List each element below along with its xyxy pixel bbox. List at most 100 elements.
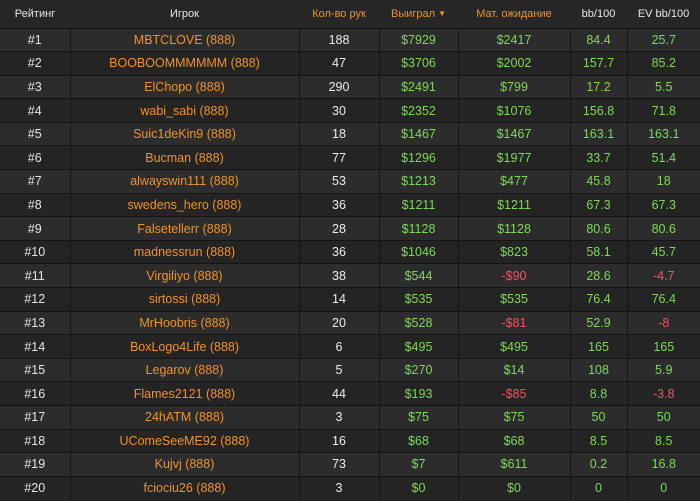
rank-cell: #4: [0, 98, 71, 123]
table-row: #19 Kujvj (888) 73 $7 $611 0.2 16.8: [0, 452, 700, 477]
hands-cell: 77: [299, 145, 380, 170]
bb100-cell: 58.1: [570, 240, 628, 264]
table-row: #8 swedens_hero (888) 36 $1211 $1211 67.3 67.3: [0, 193, 700, 217]
player-name-link[interactable]: Bucman (888): [70, 145, 300, 170]
player-name-link[interactable]: Falsetellerr (888): [70, 216, 300, 241]
ev-cell: $68: [458, 429, 571, 453]
player-name-link[interactable]: MrHoobris (888): [70, 311, 300, 335]
table-row: #12 sirtossi (888) 14 $535 $535 76.4 76.4: [0, 287, 700, 312]
won-cell: $1467: [379, 122, 459, 146]
hands-cell: 5: [299, 358, 380, 382]
table-row: #5 Suic1deKin9 (888) 18 $1467 $1467 163.1 163.…: [0, 122, 700, 146]
table-row: #18 UComeSeeME92 (888) 16 $68 $68 8.5 8.5: [0, 429, 700, 453]
won-cell: $3706: [379, 51, 459, 76]
rank-cell: #15: [0, 358, 71, 382]
bb100-column-header[interactable]: bb/100: [581, 7, 616, 20]
player-name-link[interactable]: Flames2121 (888): [70, 381, 300, 406]
rank-cell: #18: [0, 429, 71, 453]
player-column-header[interactable]: Игрок: [170, 7, 199, 20]
rank-cell: #5: [0, 122, 71, 146]
hands-cell: 53: [299, 169, 380, 194]
bb100-cell: 157.7: [570, 51, 628, 76]
player-name-link[interactable]: Legarov (888): [70, 358, 300, 382]
ev-cell: $823: [458, 240, 571, 264]
hands-cell: 14: [299, 287, 380, 312]
evbb100-cell: 0: [660, 481, 668, 496]
rank-cell: #6: [0, 145, 71, 170]
table-row: #1 MBTCLOVE (888) 188 $7929 $2417 84.4 25.7: [0, 28, 700, 52]
bb100-cell: 8.8: [570, 381, 628, 406]
ev-cell: $477: [458, 169, 571, 194]
player-name-link[interactable]: Virgiliyo (888): [70, 263, 300, 288]
sort-descending-icon: ▼: [438, 8, 446, 18]
bb100-cell: 0: [570, 476, 628, 500]
won-cell: $193: [379, 381, 459, 406]
hands-cell: 20: [299, 311, 380, 335]
rank-cell: #14: [0, 334, 71, 359]
evbb100-cell: 76.4: [651, 292, 676, 307]
table-row: #3 ElChopo (888) 290 $2491 $799 17.2 5.5: [0, 75, 700, 99]
hands-cell: 47: [299, 51, 380, 76]
bb100-cell: 165: [570, 334, 628, 359]
hands-cell: 36: [299, 240, 380, 264]
player-name-link[interactable]: Suic1deKin9 (888): [70, 122, 300, 146]
player-name-link[interactable]: swedens_hero (888): [70, 193, 300, 217]
player-name-link[interactable]: ElChopo (888): [70, 75, 300, 99]
player-name-link[interactable]: Kujvj (888): [70, 452, 300, 477]
player-name-link[interactable]: BoxLogo4Life (888): [70, 334, 300, 359]
hands-cell: 6: [299, 334, 380, 359]
rank-column-header[interactable]: Рейтинг: [14, 7, 56, 20]
header-row: Рейтинг Игрок Кол-во рук Выиграл ▼ Мат. о…: [0, 0, 700, 28]
hands-column-header[interactable]: Кол-во рук: [312, 7, 366, 20]
won-cell: $528: [379, 311, 459, 335]
hands-cell: 73: [299, 452, 380, 477]
won-cell: $270: [379, 358, 459, 382]
bb100-cell: 17.2: [570, 75, 628, 99]
rank-cell: #10: [0, 240, 71, 264]
won-cell: $68: [379, 429, 459, 453]
table-row: #16 Flames2121 (888) 44 $193 -$85 8.8 -3.8: [0, 381, 700, 406]
rank-cell: #7: [0, 169, 71, 194]
evbb100-cell: 5.5: [655, 79, 673, 94]
player-name-link[interactable]: wabi_sabi (888): [70, 98, 300, 123]
rank-cell: #19: [0, 452, 71, 477]
player-name-link[interactable]: sirtossi (888): [70, 287, 300, 312]
evbb100-cell: 51.4: [651, 150, 676, 165]
player-name-link[interactable]: MBTCLOVE (888): [70, 28, 300, 52]
rank-cell: #17: [0, 405, 71, 430]
won-cell: $0: [379, 476, 459, 500]
ev-cell: $0: [458, 476, 571, 500]
ev-cell: $2417: [458, 28, 571, 52]
player-name-link[interactable]: UComeSeeME92 (888): [70, 429, 300, 453]
player-name-link[interactable]: alwayswin111 (888): [70, 169, 300, 194]
bb100-cell: 108: [570, 358, 628, 382]
table-row: #7 alwayswin111 (888) 53 $1213 $477 45.8 18: [0, 169, 700, 194]
evbb100-cell: 18: [656, 174, 671, 189]
evbb100-cell: 80.6: [651, 221, 676, 236]
hands-cell: 16: [299, 429, 380, 453]
won-column-label: Выиграл: [391, 7, 436, 20]
ev-column-header[interactable]: Мат. ожидание: [476, 7, 552, 20]
bb100-cell: 8.5: [570, 429, 628, 453]
ev-cell: $1211: [458, 193, 571, 217]
hands-cell: 188: [299, 28, 380, 52]
ev-cell: $611: [458, 452, 571, 477]
player-name-link[interactable]: fciociu26 (888): [70, 476, 300, 500]
table-row: #14 BoxLogo4Life (888) 6 $495 $495 165 165: [0, 334, 700, 359]
bb100-cell: 156.8: [570, 98, 628, 123]
evbb100-cell: 165: [653, 339, 675, 354]
won-column-header[interactable]: Выиграл ▼: [379, 0, 458, 28]
table-row: #6 Bucman (888) 77 $1296 $1977 33.7 51.4: [0, 145, 700, 170]
evbb100-cell: 85.2: [651, 56, 676, 71]
rank-cell: #8: [0, 193, 71, 217]
evbb100-column-header[interactable]: EV bb/100: [637, 7, 690, 20]
player-name-link[interactable]: 24hATM (888): [70, 405, 300, 430]
evbb100-cell: -4.7: [652, 268, 675, 283]
table-row: #17 24hATM (888) 3 $75 $75 50 50: [0, 405, 700, 430]
bb100-cell: 84.4: [570, 28, 628, 52]
ev-cell: $1977: [458, 145, 571, 170]
player-name-link[interactable]: BOOBOOMMMMMM (888): [70, 51, 300, 76]
bb100-cell: 163.1: [570, 122, 628, 146]
player-name-link[interactable]: madnessrun (888): [70, 240, 300, 264]
bb100-cell: 28.6: [570, 263, 628, 288]
